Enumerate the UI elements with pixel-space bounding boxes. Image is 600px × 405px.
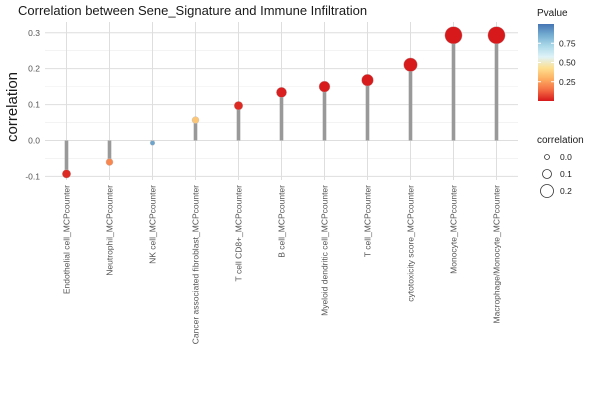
x-tick-label: T cell_MCPcounter	[363, 185, 373, 257]
size-legend-label: 0.2	[560, 186, 572, 196]
pvalue-legend-title: Pvalue	[537, 8, 568, 19]
size-legend-circle	[540, 184, 554, 198]
chart-title: Correlation between Sene_Signature and I…	[18, 3, 367, 18]
lollipop-point	[487, 26, 506, 45]
lollipop-point	[403, 57, 418, 72]
lollipop-point	[105, 158, 114, 166]
x-tick-label: Macrophage/Monocyte_MCPcounter	[492, 185, 502, 324]
y-axis-label: correlation	[4, 72, 21, 142]
x-tick-label: cytotoxicity score_MCPcounter	[406, 185, 416, 302]
y-tick-label: 0.1	[28, 100, 40, 110]
x-tick-label: Myeloid dendritic cell_MCPcounter	[320, 185, 330, 316]
lollipop-point	[444, 26, 463, 45]
y-tick-label: -0.1	[25, 171, 40, 181]
lollipop-point	[318, 80, 331, 93]
x-tick-label: NK cell_MCPcounter	[148, 185, 158, 264]
lollipop-point	[361, 74, 374, 87]
pvalue-colorbar	[538, 24, 554, 101]
lollipop-point	[62, 169, 71, 179]
lollipop-point	[191, 116, 200, 124]
x-tick-label: Cancer associated fibroblast_MCPcounter	[191, 185, 201, 344]
x-tick-label: Monocyte_MCPcounter	[449, 185, 459, 274]
y-tick-label: 0.0	[28, 136, 40, 146]
legend: Pvalue correlation 0.75 0.50 0.25 0.0 0.1 0.2	[537, 8, 584, 198]
colorbar-label: 0.75	[559, 38, 576, 48]
correlation-legend-title: correlation	[537, 135, 584, 146]
x-tick-label: Neutrophil_MCPcounter	[105, 185, 115, 276]
size-legend-circle	[544, 154, 550, 160]
colorbar-label: 0.25	[559, 77, 576, 87]
x-tick-label: B cell_MCPcounter	[277, 185, 287, 258]
y-tick-label: 0.2	[28, 64, 40, 74]
y-tick-label: 0.3	[28, 28, 40, 38]
x-tick-label: Endothelial cell_MCPcounter	[62, 185, 72, 294]
size-legend-label: 0.0	[560, 152, 572, 162]
plot-area: -0.1 0.0 0.1 0.2 0.3 Endothelial cell_MCPcoun…	[25, 22, 518, 344]
x-tick-label: T cell CD8+_MCPcounter	[234, 185, 244, 282]
size-legend-label: 0.1	[560, 169, 572, 179]
lollipop-point	[233, 101, 244, 111]
lollipop-point	[149, 140, 156, 146]
colorbar-label: 0.50	[559, 58, 576, 68]
size-legend-circle	[542, 169, 552, 179]
lollipop-point	[276, 87, 287, 98]
